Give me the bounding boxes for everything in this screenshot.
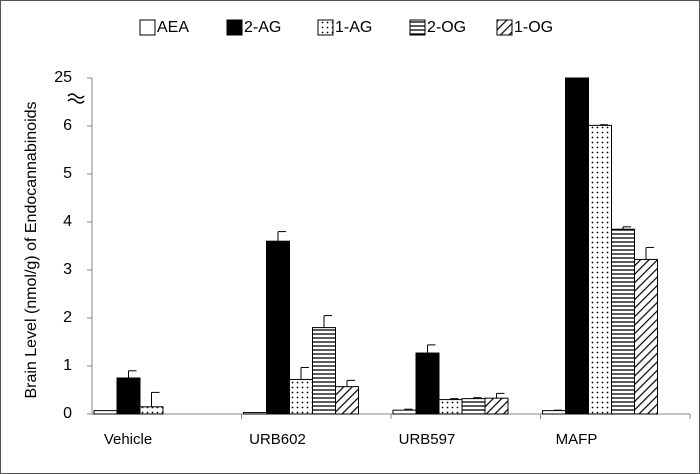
x-tick-label: Vehicle	[104, 431, 152, 448]
bar	[139, 406, 164, 415]
error-bar	[496, 392, 505, 399]
bar	[116, 377, 141, 415]
y-tick-label: 0	[63, 405, 72, 422]
bar	[611, 228, 635, 415]
y-axis-title: Brain Level (nmol/g) of Endocannabinoids	[23, 101, 40, 398]
axis-break	[67, 98, 85, 104]
y-tick-label: 3	[63, 261, 72, 278]
bar	[461, 398, 486, 415]
bar	[243, 412, 267, 415]
bar	[588, 124, 612, 415]
error-bar	[645, 246, 654, 260]
legend-label: 2-AG	[244, 19, 281, 36]
bar	[392, 409, 417, 415]
error-bar	[346, 379, 355, 387]
x-tick-label: URB597	[399, 431, 456, 448]
error-bar	[151, 391, 160, 407]
error-bar	[128, 370, 137, 378]
bar	[266, 240, 290, 415]
legend-swatch	[226, 19, 243, 36]
legend-swatch	[139, 19, 156, 36]
bar	[415, 352, 440, 415]
y-tick-label: 5	[63, 165, 72, 182]
bar	[438, 399, 463, 415]
legend-label: AEA	[157, 19, 189, 36]
y-tick-label: 2	[63, 309, 72, 326]
bar	[93, 410, 118, 415]
y-tick-label: 6	[63, 117, 72, 134]
y-tick-label: 25	[54, 69, 72, 86]
legend-swatch	[317, 19, 334, 36]
bar	[335, 386, 359, 415]
bar	[542, 410, 566, 415]
bar	[312, 327, 336, 415]
error-bar	[427, 344, 436, 354]
bar	[565, 77, 589, 415]
axis-break	[67, 93, 85, 99]
error-bar	[404, 408, 413, 411]
error-bar	[622, 226, 631, 230]
bar	[634, 258, 658, 415]
bar	[484, 397, 509, 415]
error-bar	[277, 231, 286, 242]
error-bar	[473, 397, 482, 399]
legend-label: 1-AG	[335, 19, 372, 36]
error-bar	[450, 398, 459, 400]
bar	[289, 378, 313, 415]
error-bar	[599, 124, 608, 126]
error-bar	[300, 366, 309, 380]
legend-swatch	[409, 19, 426, 36]
x-tick-label: URB602	[249, 431, 306, 448]
legend-label: 1-OG	[514, 19, 553, 36]
legend-swatch	[496, 19, 513, 36]
y-tick-label: 1	[63, 357, 72, 374]
x-tick-label: MAFP	[556, 431, 598, 448]
y-tick-label: 4	[63, 213, 72, 230]
error-bar	[323, 315, 332, 328]
legend-label: 2-OG	[427, 19, 466, 36]
